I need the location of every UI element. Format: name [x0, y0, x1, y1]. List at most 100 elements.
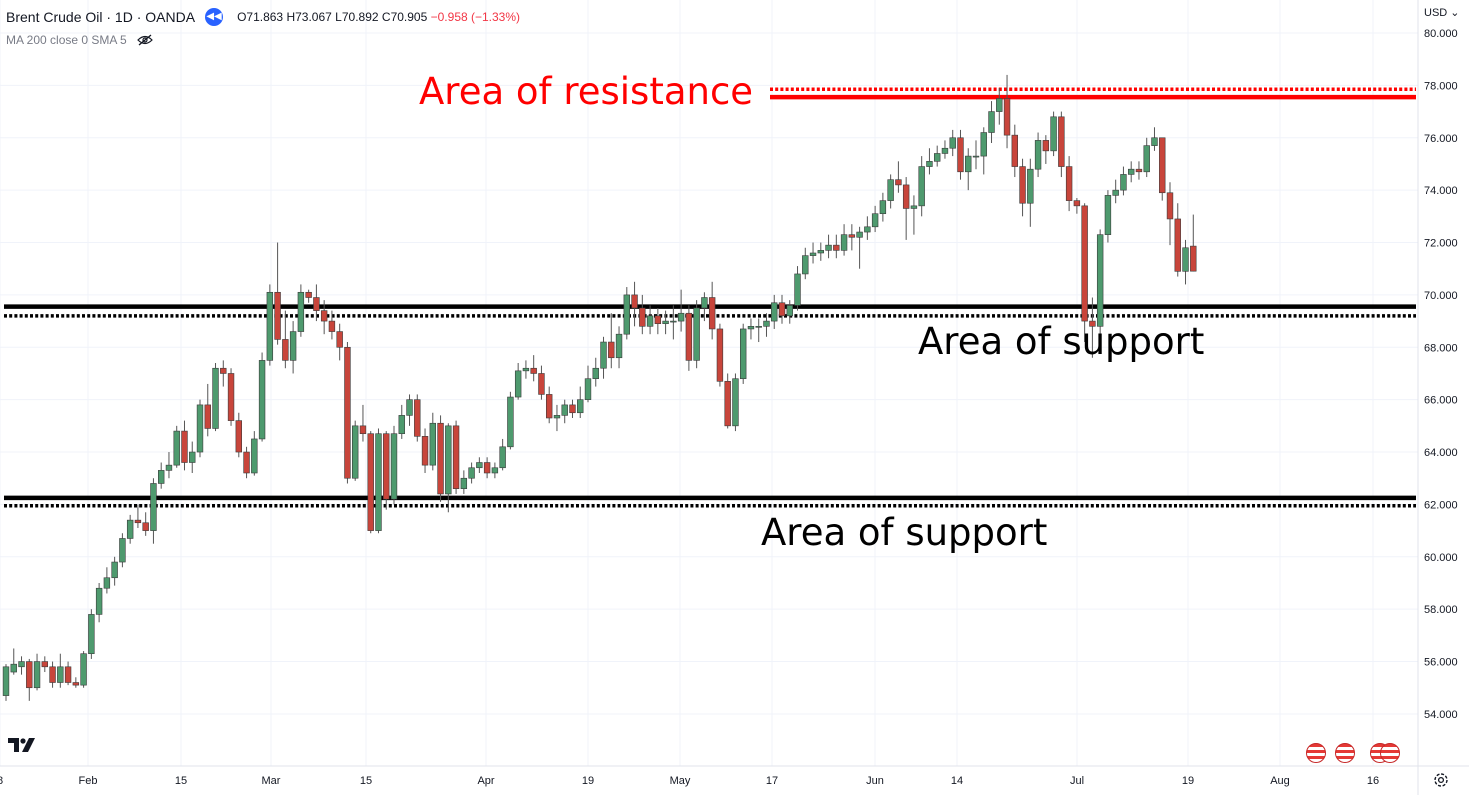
- candle[interactable]: [33, 653, 41, 691]
- candle[interactable]: [80, 651, 87, 688]
- candle[interactable]: [95, 582, 103, 623]
- candle[interactable]: [251, 431, 258, 476]
- candle[interactable]: [724, 373, 731, 429]
- candle[interactable]: [103, 567, 111, 594]
- candle[interactable]: [258, 352, 266, 442]
- candle[interactable]: [18, 656, 25, 675]
- candle[interactable]: [1182, 239, 1189, 285]
- candle[interactable]: [227, 368, 235, 426]
- resistance-label[interactable]: Area of resistance: [419, 70, 753, 113]
- candle[interactable]: [274, 242, 281, 345]
- candle[interactable]: [957, 129, 964, 180]
- candle[interactable]: [1042, 135, 1050, 164]
- candle[interactable]: [545, 386, 553, 424]
- candle[interactable]: [351, 420, 359, 481]
- candle[interactable]: [662, 310, 669, 335]
- candle[interactable]: [204, 383, 211, 437]
- candle[interactable]: [980, 127, 987, 175]
- candle[interactable]: [1190, 214, 1197, 272]
- candle[interactable]: [344, 342, 351, 484]
- us-flag-icon[interactable]: [1380, 743, 1400, 763]
- candle[interactable]: [196, 399, 204, 458]
- support-label-lower[interactable]: Area of support: [761, 511, 1047, 554]
- candle[interactable]: [1096, 229, 1104, 335]
- candle[interactable]: [701, 292, 708, 322]
- candle[interactable]: [584, 365, 592, 403]
- candle[interactable]: [266, 284, 274, 366]
- candle[interactable]: [49, 661, 56, 688]
- candle[interactable]: [243, 446, 250, 479]
- candle[interactable]: [41, 656, 49, 673]
- candle[interactable]: [1089, 297, 1096, 358]
- candle[interactable]: [569, 399, 576, 418]
- candle[interactable]: [856, 226, 863, 269]
- candle[interactable]: [1104, 190, 1112, 243]
- candle[interactable]: [802, 247, 809, 280]
- candle[interactable]: [165, 452, 173, 479]
- candle[interactable]: [437, 415, 444, 502]
- candle[interactable]: [383, 431, 390, 510]
- candle[interactable]: [988, 101, 995, 143]
- support-label-upper[interactable]: Area of support: [918, 320, 1204, 363]
- candle[interactable]: [685, 305, 693, 371]
- candle[interactable]: [708, 281, 716, 340]
- candle[interactable]: [445, 423, 452, 513]
- hidden-eye-icon[interactable]: [136, 34, 153, 46]
- candle[interactable]: [460, 470, 468, 494]
- candle[interactable]: [887, 174, 894, 209]
- candle[interactable]: [771, 294, 778, 329]
- candle[interactable]: [965, 148, 972, 191]
- candle[interactable]: [833, 234, 840, 259]
- currency-selector[interactable]: USD ⌄: [1424, 7, 1460, 19]
- candle[interactable]: [1011, 124, 1019, 178]
- candle[interactable]: [305, 289, 312, 303]
- candle[interactable]: [794, 266, 801, 311]
- candle[interactable]: [2, 664, 10, 701]
- candle[interactable]: [871, 205, 879, 233]
- candle[interactable]: [375, 428, 382, 534]
- candle[interactable]: [522, 360, 530, 379]
- candle[interactable]: [158, 462, 165, 489]
- candle[interactable]: [359, 404, 367, 442]
- candle[interactable]: [126, 514, 134, 544]
- candle[interactable]: [235, 412, 242, 458]
- candle[interactable]: [181, 420, 188, 471]
- candle[interactable]: [631, 281, 638, 327]
- candle[interactable]: [732, 373, 739, 432]
- candle[interactable]: [1143, 137, 1150, 178]
- candle[interactable]: [1073, 197, 1081, 214]
- candle[interactable]: [972, 140, 980, 170]
- candle[interactable]: [476, 457, 483, 473]
- tradingview-logo-icon[interactable]: [8, 736, 40, 754]
- candle[interactable]: [414, 394, 421, 442]
- us-flag-icon[interactable]: [1335, 743, 1355, 763]
- candle[interactable]: [452, 420, 460, 494]
- candle[interactable]: [677, 289, 685, 332]
- candle[interactable]: [825, 234, 832, 259]
- candle[interactable]: [553, 404, 561, 432]
- candle[interactable]: [189, 441, 196, 473]
- candle[interactable]: [1050, 111, 1057, 157]
- candle[interactable]: [26, 658, 33, 701]
- candle[interactable]: [1058, 111, 1065, 178]
- replay-icon[interactable]: ◀◀: [205, 8, 224, 26]
- candle[interactable]: [1159, 137, 1166, 201]
- candle[interactable]: [483, 457, 491, 479]
- candle[interactable]: [1081, 203, 1088, 343]
- candle[interactable]: [1166, 182, 1174, 246]
- candle[interactable]: [778, 294, 786, 324]
- candle[interactable]: [592, 357, 599, 387]
- candle[interactable]: [926, 148, 933, 175]
- candle[interactable]: [646, 305, 654, 335]
- candle[interactable]: [639, 294, 646, 335]
- candle[interactable]: [739, 323, 747, 384]
- candle[interactable]: [1027, 158, 1034, 227]
- candle[interactable]: [220, 360, 227, 387]
- candle[interactable]: [561, 399, 568, 424]
- candle[interactable]: [879, 192, 887, 222]
- candle[interactable]: [654, 307, 662, 335]
- candle[interactable]: [289, 321, 297, 374]
- candle[interactable]: [367, 431, 374, 534]
- candle[interactable]: [468, 462, 475, 484]
